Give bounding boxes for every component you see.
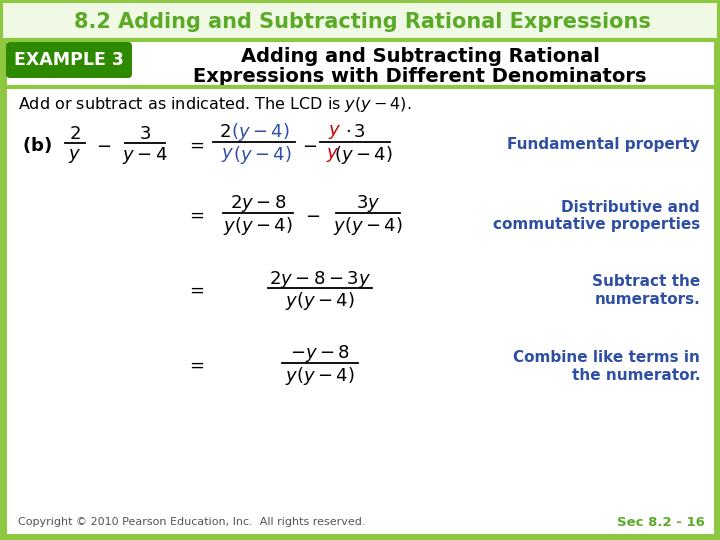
Text: $2$: $2$ <box>219 123 231 141</box>
Text: Expressions with Different Denominators: Expressions with Different Denominators <box>193 68 647 86</box>
Text: Subtract the: Subtract the <box>592 274 700 289</box>
Text: the numerator.: the numerator. <box>572 368 700 382</box>
Text: $=$: $=$ <box>186 136 204 154</box>
Text: $y(y-4)$: $y(y-4)$ <box>285 365 355 387</box>
Text: $\mathit{y}$: $\mathit{y}$ <box>328 123 342 141</box>
Text: $2y-8$: $2y-8$ <box>230 193 287 214</box>
Text: $\mathit{y}$: $\mathit{y}$ <box>326 146 340 164</box>
Text: Combine like terms in: Combine like terms in <box>513 349 700 364</box>
Text: $(\mathit{y}-4)$: $(\mathit{y}-4)$ <box>230 121 289 143</box>
Text: 8.2 Adding and Subtracting Rational Expressions: 8.2 Adding and Subtracting Rational Expr… <box>73 12 650 32</box>
Text: $y$: $y$ <box>68 147 81 165</box>
Text: $2y-8-3y$: $2y-8-3y$ <box>269 268 371 289</box>
Text: $2$: $2$ <box>69 125 81 143</box>
Text: Copyright © 2010 Pearson Education, Inc.  All rights reserved.: Copyright © 2010 Pearson Education, Inc.… <box>18 517 366 527</box>
Text: $(\mathit{y}-4)$: $(\mathit{y}-4)$ <box>333 144 392 166</box>
Text: Adding and Subtracting Rational: Adding and Subtracting Rational <box>240 48 600 66</box>
FancyBboxPatch shape <box>6 42 132 78</box>
Text: $=$: $=$ <box>186 206 204 224</box>
Text: $\mathit{y}$: $\mathit{y}$ <box>221 146 235 164</box>
Text: $y(y-4)$: $y(y-4)$ <box>285 290 355 312</box>
Text: $-$: $-$ <box>96 136 112 154</box>
Text: $=$: $=$ <box>186 281 204 299</box>
Text: $-y-8$: $-y-8$ <box>290 343 350 364</box>
Text: Distributive and: Distributive and <box>562 199 700 214</box>
Text: $\cdot\,3$: $\cdot\,3$ <box>345 123 365 141</box>
Text: $y(y-4)$: $y(y-4)$ <box>223 215 293 237</box>
Text: Fundamental property: Fundamental property <box>508 138 700 152</box>
Text: $3y$: $3y$ <box>356 193 380 214</box>
Text: commutative properties: commutative properties <box>492 218 700 233</box>
Text: $\mathbf{(b)}$: $\mathbf{(b)}$ <box>22 135 52 155</box>
Text: $y-4$: $y-4$ <box>122 145 168 166</box>
Text: $-$: $-$ <box>302 136 318 154</box>
Text: $-$: $-$ <box>305 206 320 224</box>
Text: $3$: $3$ <box>139 125 151 143</box>
Text: Add or subtract as indicated. The LCD is $y(y - 4)$.: Add or subtract as indicated. The LCD is… <box>18 96 412 114</box>
Text: EXAMPLE 3: EXAMPLE 3 <box>14 51 124 69</box>
Text: $(\mathit{y}-4)$: $(\mathit{y}-4)$ <box>233 144 292 166</box>
Text: Sec 8.2 - 16: Sec 8.2 - 16 <box>617 516 705 529</box>
Text: $y(y-4)$: $y(y-4)$ <box>333 215 403 237</box>
Text: $=$: $=$ <box>186 356 204 374</box>
Bar <box>3 3 717 40</box>
Text: numerators.: numerators. <box>594 293 700 307</box>
